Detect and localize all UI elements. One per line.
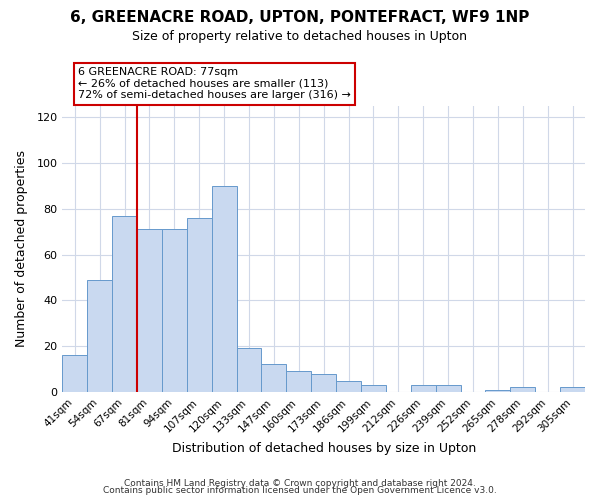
Bar <box>411 385 436 392</box>
Bar <box>187 218 212 392</box>
Text: Contains HM Land Registry data © Crown copyright and database right 2024.: Contains HM Land Registry data © Crown c… <box>124 478 476 488</box>
Bar <box>112 216 137 392</box>
Bar <box>137 230 162 392</box>
Bar <box>511 388 535 392</box>
Text: Contains public sector information licensed under the Open Government Licence v3: Contains public sector information licen… <box>103 486 497 495</box>
Bar <box>87 280 112 392</box>
Bar <box>286 372 311 392</box>
Bar <box>236 348 262 392</box>
Bar <box>62 356 87 392</box>
Bar <box>262 364 286 392</box>
Bar <box>162 230 187 392</box>
Bar <box>336 380 361 392</box>
Text: Size of property relative to detached houses in Upton: Size of property relative to detached ho… <box>133 30 467 43</box>
Y-axis label: Number of detached properties: Number of detached properties <box>15 150 28 348</box>
Bar <box>436 385 461 392</box>
Text: 6 GREENACRE ROAD: 77sqm
← 26% of detached houses are smaller (113)
72% of semi-d: 6 GREENACRE ROAD: 77sqm ← 26% of detache… <box>78 67 351 100</box>
Bar <box>560 388 585 392</box>
Bar <box>311 374 336 392</box>
Text: 6, GREENACRE ROAD, UPTON, PONTEFRACT, WF9 1NP: 6, GREENACRE ROAD, UPTON, PONTEFRACT, WF… <box>70 10 530 25</box>
X-axis label: Distribution of detached houses by size in Upton: Distribution of detached houses by size … <box>172 442 476 455</box>
Bar <box>485 390 511 392</box>
Bar <box>361 385 386 392</box>
Bar <box>212 186 236 392</box>
